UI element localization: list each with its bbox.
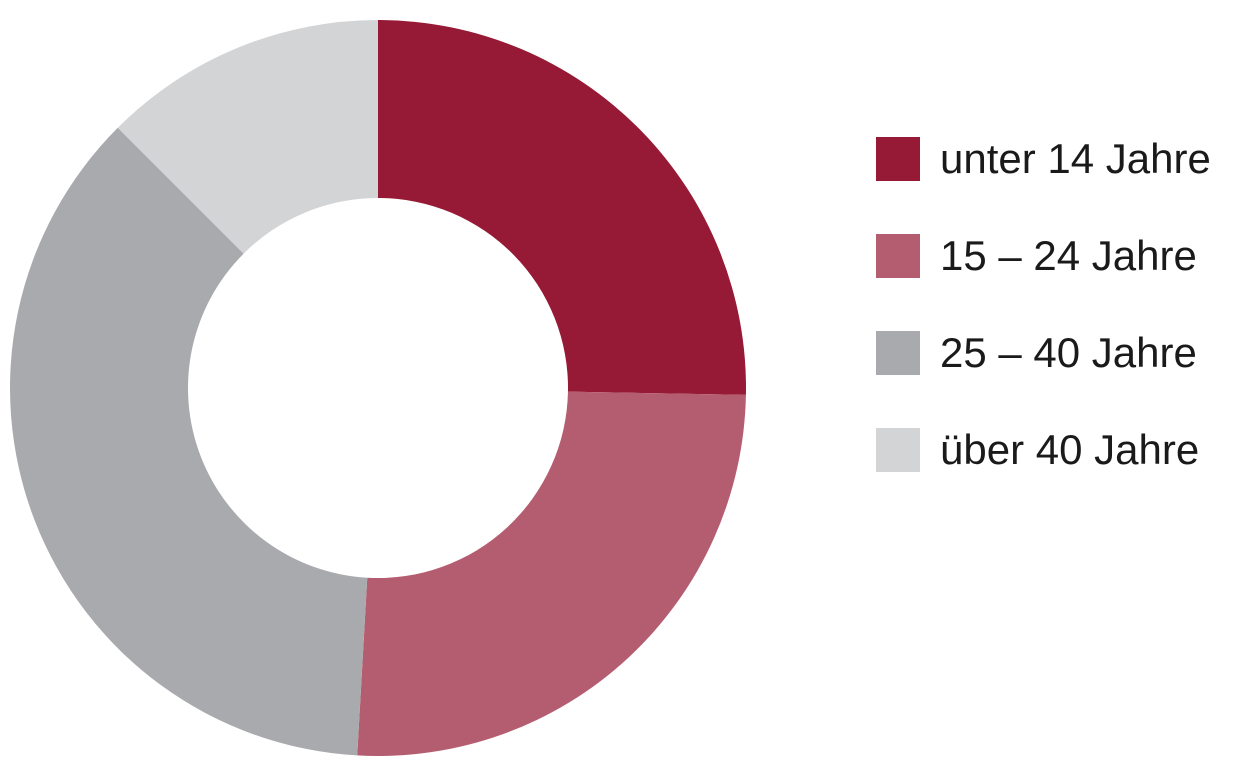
slice-4 xyxy=(117,20,379,254)
legend-swatch xyxy=(876,234,920,278)
legend-item-2: 15 – 24 Jahre xyxy=(876,234,1211,278)
legend-item-1: unter 14 Jahre xyxy=(876,137,1211,181)
slice-1 xyxy=(378,20,746,395)
legend-swatch xyxy=(876,428,920,472)
legend-item-3: 25 – 40 Jahre xyxy=(876,331,1211,375)
legend-label: über 40 Jahre xyxy=(940,426,1200,473)
legend-label: 25 – 40 Jahre xyxy=(940,329,1197,376)
chart-legend: unter 14 Jahre 15 – 24 Jahre 25 – 40 Jahre… xyxy=(876,137,1211,525)
slice-3 xyxy=(9,127,368,756)
legend-label: 15 – 24 Jahre xyxy=(940,232,1197,279)
slice-2 xyxy=(357,391,746,756)
legend-swatch xyxy=(876,331,920,375)
donut-slices xyxy=(9,20,746,756)
legend-swatch xyxy=(876,137,920,181)
legend-item-4: über 40 Jahre xyxy=(876,428,1211,472)
legend-label: unter 14 Jahre xyxy=(940,135,1211,182)
